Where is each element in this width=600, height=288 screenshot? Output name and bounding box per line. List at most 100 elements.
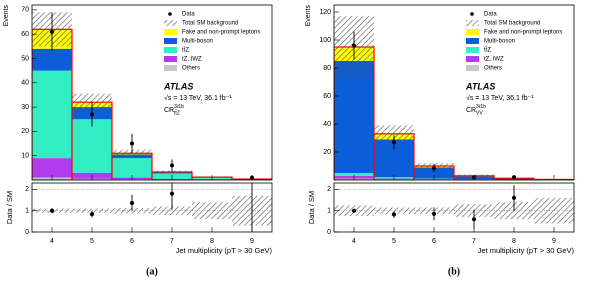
data-point	[130, 141, 134, 146]
y-tick-label: 20	[21, 128, 29, 135]
x-axis-label: Jet multiplicity (pT > 30 GeV)	[478, 246, 575, 255]
ratio-point	[170, 191, 174, 196]
ratio-frame	[333, 182, 575, 233]
y-tick-label: 20	[323, 149, 331, 156]
x-tick-label: 5	[392, 238, 396, 245]
x-tick-label: 8	[512, 238, 516, 245]
ratio-y-axis-label: Data / SM	[5, 191, 14, 224]
ratio-y-tick-label: 1	[25, 208, 29, 215]
region-subscript: tt̄Z	[174, 110, 180, 117]
ratio-point	[512, 195, 516, 200]
legend-swatch	[466, 47, 479, 53]
x-tick-label: 4	[50, 238, 54, 245]
x-tick-label: 6	[432, 238, 436, 245]
legend-label: Fake and non-prompt leptons	[182, 30, 260, 36]
x-tick-label: 7	[170, 238, 174, 245]
ratio-y-tick-label: 1	[327, 208, 331, 215]
main-frame	[333, 4, 575, 181]
y-tick-label: 50	[21, 55, 29, 62]
stack-segment	[72, 119, 112, 173]
legend-marker	[470, 12, 474, 16]
ratio-plot	[334, 185, 574, 232]
region-superscript: 3ℓ1b	[476, 104, 486, 110]
main-plot	[334, 16, 574, 180]
energy-label: √s = 13 TeV, 36.1 fb⁻¹	[164, 94, 232, 102]
legend-label: tt̄Z	[484, 47, 491, 54]
region-superscript: 3ℓ1b	[174, 104, 184, 110]
legend-label: Multi-boson	[484, 39, 515, 45]
legend-swatch	[164, 47, 177, 53]
ratio-y-tick-label: 0	[25, 229, 29, 236]
x-tick-label: 9	[250, 238, 254, 245]
ratio-y-tick-label: 2	[25, 186, 29, 193]
legend-swatch	[466, 20, 479, 26]
x-tick-label: 9	[552, 238, 556, 245]
region-subscript: VV	[476, 110, 483, 116]
legend-label: Others	[484, 66, 502, 72]
data-point	[50, 29, 54, 34]
stack-segment	[334, 61, 374, 173]
uncertainty-band	[152, 170, 192, 174]
legend-swatch	[164, 20, 177, 26]
caption: (a)	[146, 266, 158, 277]
caption: (b)	[448, 266, 460, 277]
x-tick-label: 6	[130, 238, 134, 245]
experiment-label: ATLAS	[465, 81, 495, 91]
legend-swatch	[164, 38, 177, 44]
ratio-point	[90, 212, 94, 217]
data-point	[90, 112, 94, 117]
energy-label: √s = 13 TeV, 36.1 fb⁻¹	[466, 94, 534, 102]
legend-swatch	[164, 65, 177, 71]
legend-swatch	[466, 38, 479, 44]
ratio-plot	[32, 183, 272, 232]
y-tick-label: 30	[21, 104, 29, 111]
legend-label: Total SM background	[182, 21, 238, 27]
region-label: CR	[164, 107, 174, 114]
region-label: CR	[466, 107, 476, 114]
legend-label: Others	[182, 66, 200, 72]
ratio-point	[352, 208, 356, 213]
ratio-point	[50, 208, 54, 213]
legend-swatch	[164, 56, 177, 62]
x-tick-label: 8	[210, 238, 214, 245]
legend-label: Total SM background	[484, 21, 540, 27]
legend-label: Fake and non-prompt leptons	[484, 30, 562, 36]
data-point	[392, 140, 396, 145]
ratio-y-tick-label: 0	[327, 229, 331, 236]
ratio-y-axis-label: Data / SM	[307, 191, 316, 224]
legend-label: Data	[484, 12, 497, 18]
main-plot	[32, 12, 272, 180]
y-tick-label: 40	[21, 80, 29, 87]
legend-swatch	[466, 65, 479, 71]
legend-label: tZ, tWZ	[484, 57, 504, 63]
legend-marker	[168, 12, 172, 16]
experiment-label: ATLAS	[163, 81, 193, 91]
legend-label: Data	[182, 12, 195, 18]
y-tick-label: 60	[323, 93, 331, 100]
ratio-point	[130, 201, 134, 206]
legend-swatch	[164, 29, 177, 35]
y-tick-label: 80	[323, 65, 331, 72]
x-tick-label: 4	[352, 238, 356, 245]
legend-swatch	[466, 29, 479, 35]
x-tick-label: 7	[472, 238, 476, 245]
uncertainty-band	[374, 125, 414, 143]
y-tick-label: 100	[319, 37, 331, 44]
y-tick-label: 10	[21, 153, 29, 160]
legend-swatch	[466, 56, 479, 62]
stack-segment	[414, 167, 454, 179]
x-axis-label: Jet multiplicity (pT > 30 GeV)	[176, 246, 273, 255]
ratio-frame	[31, 182, 273, 233]
data-point	[170, 163, 174, 168]
data-point	[432, 166, 436, 171]
legend-label: Multi-boson	[182, 39, 213, 45]
y-tick-label: 40	[323, 121, 331, 128]
y-tick-label: 70	[21, 7, 29, 14]
stack-segment	[112, 158, 152, 178]
legend-label: tZ, tWZ	[182, 57, 202, 63]
y-tick-label: 60	[21, 31, 29, 38]
x-tick-label: 5	[90, 238, 94, 245]
y-tick-label: 120	[319, 9, 331, 16]
ratio-point	[432, 211, 436, 216]
